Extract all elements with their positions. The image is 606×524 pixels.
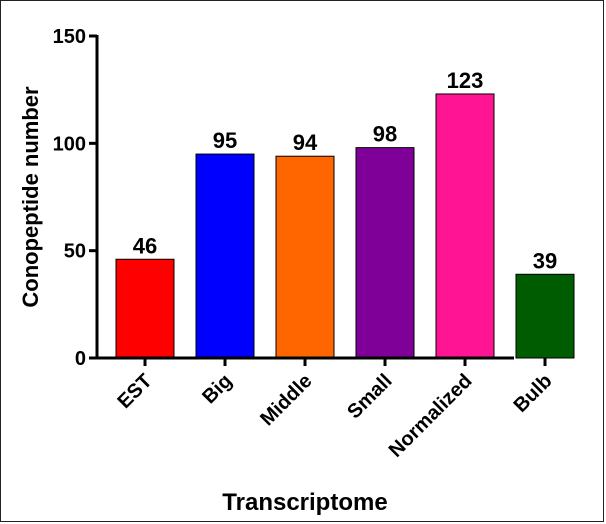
x-tick-label: Big <box>198 370 236 408</box>
y-tick-label: 0 <box>75 348 86 370</box>
y-tick-label: 150 <box>53 26 86 48</box>
bar-value-label: 98 <box>373 122 397 147</box>
x-tick-label: EST <box>113 370 156 413</box>
y-tick-label: 50 <box>64 241 86 263</box>
x-tick-label: Small <box>343 370 396 423</box>
y-tick-label: 100 <box>53 133 86 155</box>
bar-value-label: 94 <box>293 130 318 155</box>
bar-value-label: 123 <box>447 68 484 93</box>
x-tick-label: Bulb <box>510 370 557 417</box>
bar-value-label: 39 <box>533 248 557 273</box>
y-axis-label: Conopeptide number <box>18 86 43 308</box>
bar-normalized <box>435 93 495 359</box>
x-axis-label: Transcriptome <box>222 489 387 516</box>
x-tick-label: Normalized <box>385 370 477 462</box>
x-tick-label: Middle <box>256 370 316 430</box>
bar-small <box>355 147 415 359</box>
bar-bulb <box>515 273 575 359</box>
bar-middle <box>275 155 335 359</box>
bar-value-label: 95 <box>213 128 237 153</box>
bar-est <box>115 258 175 359</box>
bar-value-label: 46 <box>133 233 157 258</box>
bar-big <box>195 153 255 359</box>
